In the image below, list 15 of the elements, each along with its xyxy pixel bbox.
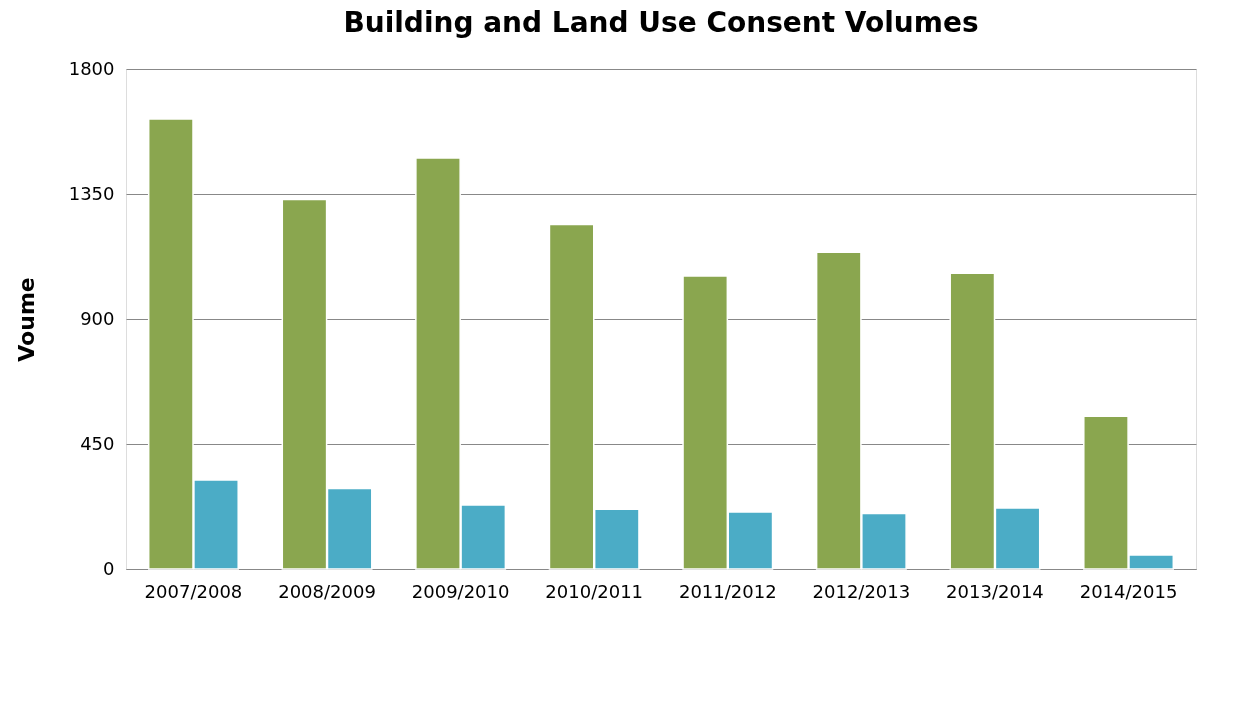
x-tick-label: 2010/2011	[545, 580, 644, 602]
x-tick-label: 2007/2008	[144, 580, 243, 602]
y-tick-label: 1350	[68, 182, 115, 204]
y-tick-label: 900	[80, 307, 115, 329]
x-tick-label: 2013/2014	[946, 580, 1044, 602]
y-tick-label: 1800	[68, 57, 115, 79]
x-tick-label: 2012/2013	[812, 580, 911, 602]
x-tick-label: 2011/2012	[678, 580, 777, 602]
x-tick-label: 2014/2015	[1079, 580, 1178, 602]
y-tick-label: 450	[80, 432, 115, 454]
y-tick-label: 0	[103, 557, 115, 579]
y-axis-title: Voume	[13, 277, 39, 362]
x-tick-label: 2008/2009	[278, 580, 376, 602]
chart-title: Building and Land Use Consent Volumes	[343, 6, 979, 39]
x-tick-label: 2009/2010	[411, 580, 510, 602]
